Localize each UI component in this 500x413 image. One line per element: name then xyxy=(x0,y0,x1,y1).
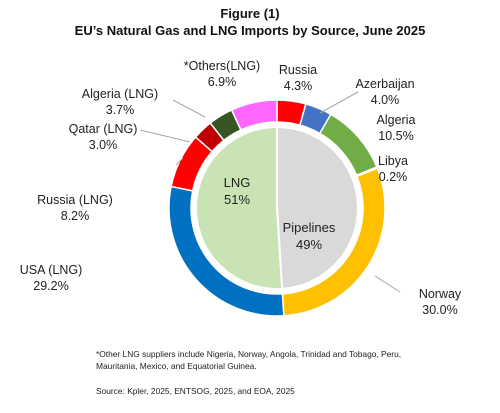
outer-label-norway: Norway xyxy=(419,287,462,301)
outer-value-algeria: 10.5% xyxy=(378,129,413,143)
inner-value-lng: 51% xyxy=(224,192,250,207)
outer-value-russia: 4.3% xyxy=(284,79,313,93)
chart-titles: Figure (1) EU’s Natural Gas and LNG Impo… xyxy=(0,6,500,39)
outer-label-algeria-lng: Algeria (LNG) xyxy=(82,87,158,101)
outer-value-russia-lng: 8.2% xyxy=(61,209,90,223)
leader-line-qatar-lng xyxy=(139,129,191,143)
outer-label-others-lng: *Others(LNG) xyxy=(184,59,260,73)
outer-value-libya: 0.2% xyxy=(379,170,408,184)
outer-label-russia-lng: Russia (LNG) xyxy=(37,193,113,207)
outer-label-qatar-lng: Qatar (LNG) xyxy=(69,122,138,136)
inner-slice-lng xyxy=(195,125,284,290)
outer-label-usa-lng: USA (LNG) xyxy=(20,263,83,277)
leader-line-norway xyxy=(374,275,401,293)
inner-value-pipelines: 49% xyxy=(296,237,322,252)
leader-line-algeria-lng xyxy=(172,99,206,118)
footnote: *Other LNG suppliers include Nigeria, No… xyxy=(96,349,402,371)
source-note: Source: Kpler, 2025, ENTSOG, 2025, and E… xyxy=(96,386,295,396)
outer-label-azerbaijan: Azerbaijan xyxy=(355,77,414,91)
outer-value-azerbaijan: 4.0% xyxy=(371,93,400,107)
outer-value-qatar-lng: 3.0% xyxy=(89,138,118,152)
chart-title: EU’s Natural Gas and LNG Imports by Sour… xyxy=(74,23,426,38)
inner-label-pipelines: Pipelines xyxy=(283,220,336,235)
outer-label-libya: Libya xyxy=(378,154,408,168)
outer-value-usa-lng: 29.2% xyxy=(33,279,68,293)
donut-chart: LNG 51% Pipelines 49% Russia 4.3% Azerbaijan 4.… xyxy=(20,59,462,317)
figure-label: Figure (1) xyxy=(220,6,280,21)
outer-slice-others-lng xyxy=(230,99,278,131)
outer-value-algeria-lng: 3.7% xyxy=(106,103,135,117)
inner-label-lng: LNG xyxy=(224,175,251,190)
outer-label-algeria: Algeria xyxy=(377,113,416,127)
leader-line-russia-lng xyxy=(175,157,184,166)
leader-line-azerbaijan xyxy=(319,91,359,114)
inner-slice-pipelines xyxy=(276,125,359,290)
outer-value-others-lng: 6.9% xyxy=(208,75,237,89)
outer-value-norway: 30.0% xyxy=(422,303,457,317)
outer-label-russia: Russia xyxy=(279,63,317,77)
